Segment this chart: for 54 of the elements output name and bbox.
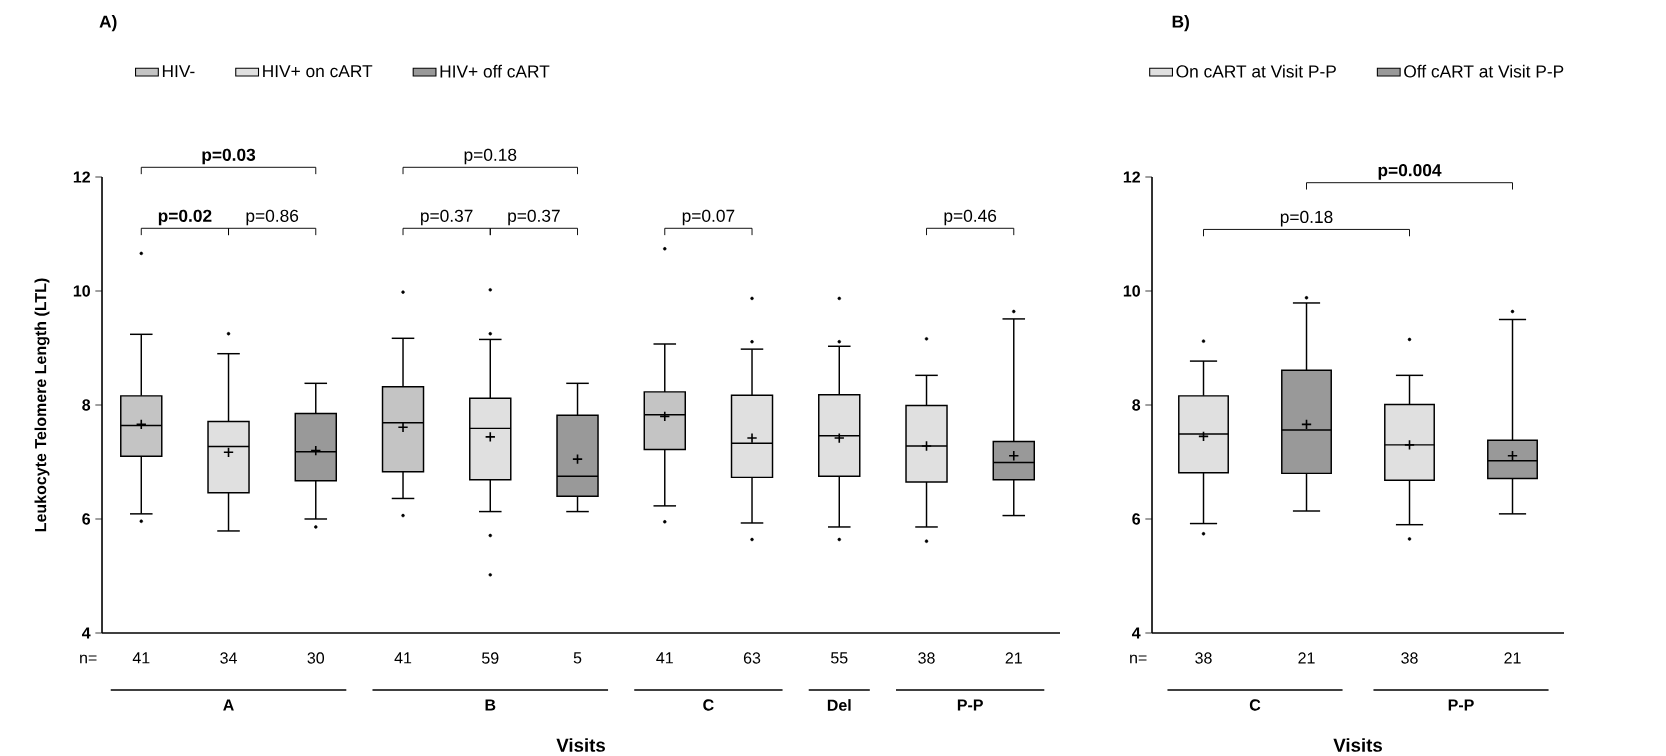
chart-title: A) [99,14,117,32]
x-tick-label: 59 [482,652,499,664]
legend-label: On cART at Visit P-P [1176,64,1336,78]
x-axis-title: Visits [1333,737,1382,752]
y-tick-label: 4 [81,627,91,639]
y-tick-label: 10 [1123,285,1140,297]
x-tick-label: 38 [1195,652,1212,664]
y-tick-label: 6 [82,513,91,525]
annotation: p=0.07 [682,209,735,226]
annotation: p=0.02 [158,209,212,226]
text: C [1249,699,1261,711]
y-tick-label: 12 [1123,171,1140,183]
x-tick-label: 21 [1298,652,1315,664]
annotation: p=0.18 [1280,210,1333,227]
x-tick-label: 21 [1005,652,1022,664]
text: n= [80,654,97,664]
text: Del [827,698,851,711]
text: P-P [1448,699,1474,711]
legend-label: HIV+ off cART [440,64,550,78]
annotation: p=0.37 [508,209,560,226]
x-axis-title: Visits [556,737,605,752]
chart-title: B) [1172,14,1189,32]
y-tick-label: 4 [1131,627,1141,639]
annotation: p=0.37 [421,209,473,226]
legend-label: HIV- [162,65,195,77]
legend-label: Off cART at Visit P-P [1404,64,1564,78]
y-axis-title: Leukocyte Telomere Length (LTL) [34,278,50,532]
text: A [223,699,234,711]
text: B [485,699,496,711]
y-tick-label: 10 [73,285,90,297]
x-tick-label: 41 [656,652,673,664]
x-tick-label: 55 [831,652,848,664]
text: p=0.03 [202,148,256,165]
text: C [703,699,714,711]
text: n= [1130,654,1147,664]
x-tick-label: 21 [1504,652,1521,664]
x-tick-label: 34 [220,652,237,664]
text: p=0.18 [464,148,517,165]
y-tick-label: 6 [1132,513,1141,525]
legend-label: HIV+ on cART [263,65,373,78]
x-tick-label: 5 [573,652,582,664]
y-tick-label: 12 [73,171,90,183]
annotation: p=0.004 [1378,163,1442,180]
x-tick-label: 41 [132,652,150,664]
y-tick-label: 8 [82,399,91,411]
text: P-P [957,699,983,711]
annotation: p=0.86 [246,209,299,226]
x-tick-label: 30 [307,652,325,664]
x-tick-label: 38 [1401,652,1418,664]
x-tick-label: 63 [743,652,761,664]
annotation: p=0.46 [944,209,997,226]
x-tick-label: 38 [918,652,935,664]
x-tick-label: 41 [394,652,412,664]
y-tick-label: 8 [1132,399,1141,411]
